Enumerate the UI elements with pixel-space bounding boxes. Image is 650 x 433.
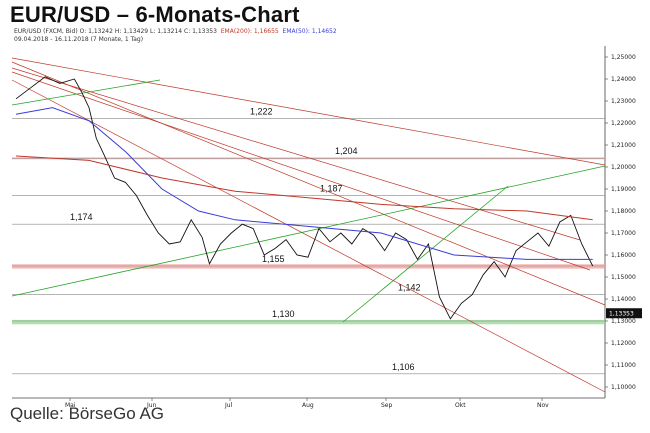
- trend-line-red: [11, 71, 591, 271]
- y-tick-label: 1,25000: [611, 54, 636, 61]
- trend-line-green: [342, 185, 509, 323]
- y-tick-label: 1,22000: [611, 120, 636, 127]
- level-label: 1,106: [392, 362, 415, 372]
- last-price-label: 1,13353: [609, 311, 634, 318]
- ema50-line: [15, 107, 593, 260]
- ema50-readout: EMA(50): 1,14652: [282, 28, 337, 35]
- price-series-line: [15, 76, 594, 320]
- x-tick-label: Aug: [302, 402, 314, 409]
- y-tick-label: 1,20000: [611, 164, 636, 171]
- level-label: 1,155: [262, 254, 285, 264]
- chart-date-range: 09.04.2018 - 16.11.2018 (7 Monate, 1 Tag…: [14, 36, 144, 43]
- x-tick-label: Sep: [381, 402, 393, 409]
- trend-line-red: [11, 79, 606, 393]
- support-zone: [12, 319, 605, 325]
- y-tick-label: 1,13000: [611, 318, 636, 325]
- trend-line-red: [11, 61, 606, 306]
- ema200-line: [15, 155, 593, 221]
- trend-line-green: [11, 79, 161, 106]
- level-label: 1,222: [250, 107, 273, 117]
- trend-line-green: [11, 165, 606, 297]
- y-tick-label: 1,14000: [611, 296, 636, 303]
- y-tick-label: 1,16000: [611, 252, 636, 259]
- level-label: 1,142: [398, 283, 421, 293]
- y-tick-label: 1,12000: [611, 340, 636, 347]
- ema200-readout: EMA(200): 1,16655: [220, 28, 279, 35]
- y-tick-label: 1,21000: [611, 142, 636, 149]
- level-label: 1,174: [70, 212, 93, 222]
- y-tick-label: 1,23000: [611, 98, 636, 105]
- y-tick-label: 1,18000: [611, 208, 636, 215]
- chart-title: EUR/USD – 6-Monats-Chart: [10, 2, 300, 27]
- y-tick-label: 1,24000: [611, 76, 636, 83]
- x-tick-label: Jul: [224, 402, 233, 409]
- x-tick-label: Jun: [146, 402, 157, 409]
- ohlc-readout: EUR/USD (FXCM, Bid) O: 1,13242 H: 1,1342…: [14, 28, 217, 35]
- y-tick-label: 1,15000: [611, 274, 636, 281]
- y-tick-label: 1,11000: [611, 362, 636, 369]
- y-tick-label: 1,10000: [611, 384, 636, 391]
- last-price-box: [606, 308, 642, 319]
- x-tick-label: Mai: [65, 402, 76, 409]
- source-label: Quelle: BörseGo AG: [10, 404, 165, 423]
- y-tick-label: 1,19000: [611, 186, 636, 193]
- x-tick-label: Okt: [455, 402, 466, 409]
- trend-line-red: [11, 67, 581, 241]
- y-tick-label: 1,17000: [611, 230, 636, 237]
- level-label: 1,187: [320, 184, 343, 194]
- level-label: 1,204: [335, 146, 358, 156]
- chart-info-line-1: EUR/USD (FXCM, Bid) O: 1,13242 H: 1,1342…: [14, 28, 337, 35]
- x-tick-label: Nov: [537, 402, 549, 409]
- support-zone-red: [12, 264, 605, 269]
- level-label: 1,130: [272, 309, 295, 319]
- trend-line-red: [11, 57, 606, 166]
